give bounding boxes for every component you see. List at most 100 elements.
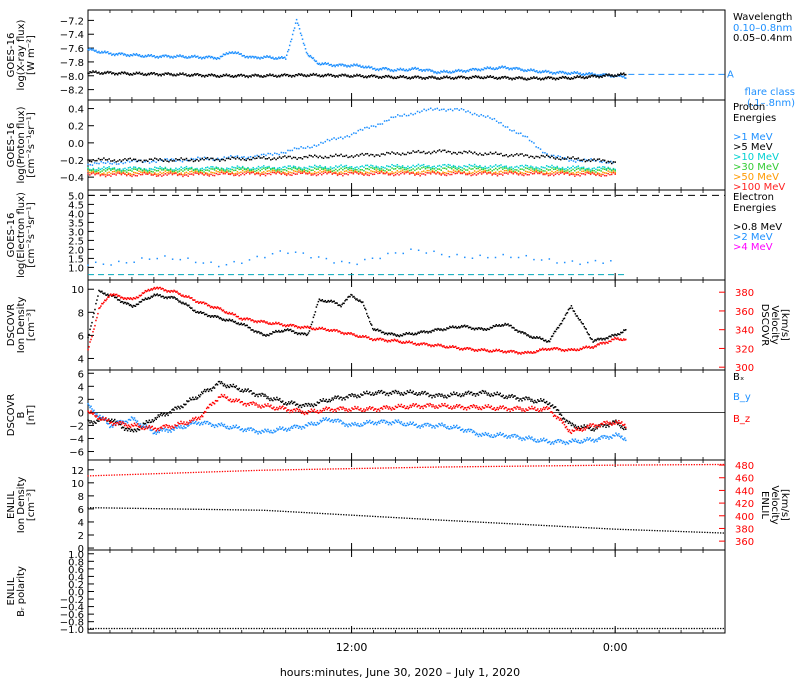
proton-series-3-point: [458, 167, 460, 170]
xray-series-0-point: [461, 71, 464, 73]
xray-series-0-point: [325, 63, 328, 65]
proton-series-3-point: [201, 169, 204, 172]
xray-series-1-point: [603, 74, 605, 77]
dscovr_density-series-0-point: [508, 325, 510, 327]
xray-series-0-point: [235, 52, 238, 55]
dscovr_density-series-0-point: [139, 301, 142, 303]
proton-series-3-point: [609, 168, 611, 171]
proton-series-1-point: [519, 153, 522, 155]
proton-series-5-point: [176, 174, 179, 177]
xray-series-1-point: [293, 75, 296, 78]
xray-series-1-point: [151, 73, 154, 75]
proton-series-0-point: [467, 110, 469, 112]
proton-series-4-point: [472, 171, 474, 174]
proton-series-4-point: [340, 171, 342, 173]
dscovr_b-series-0-point: [395, 390, 398, 393]
proton-series-0-point: [370, 125, 373, 127]
dscovr_density-y2label: Velocity: [769, 305, 780, 344]
dscovr_b-series-0-point: [523, 397, 525, 399]
dscovr_density-series-1-point: [307, 326, 310, 329]
xray-series-0-point: [569, 73, 572, 75]
proton-series-0-point: [429, 107, 432, 110]
proton-series-3-point: [347, 168, 349, 171]
proton-series-2-point: [125, 168, 128, 171]
dscovr_density-series-0-point: [583, 325, 586, 328]
proton-series-2-point: [586, 167, 588, 170]
proton-series-2-point: [189, 167, 191, 169]
proton-series-5-point: [326, 173, 328, 175]
proton-series-1-point: [103, 157, 105, 159]
dscovr_b-series-0-point: [533, 401, 535, 404]
dscovr_density-series-0-point: [214, 315, 217, 317]
xray-series-0-point: [328, 64, 330, 66]
xray-series-1-point: [123, 71, 126, 73]
dscovr_b-series-1-point: [100, 417, 102, 419]
dscovr_density-series-1-point: [562, 349, 565, 352]
xray-series-1-point: [356, 73, 358, 76]
dscovr_density-series-0-point: [557, 327, 560, 329]
dscovr_density-series-1-point: [372, 339, 375, 341]
xray-series-0-point: [264, 56, 266, 58]
dscovr_density-series-0-point: [297, 332, 300, 335]
proton-series-4-point: [292, 169, 295, 172]
electron-series-1-point: [133, 261, 135, 264]
xray-series-1-point: [268, 74, 270, 77]
proton-series-5-point: [224, 172, 226, 175]
xray-series-0-point: [333, 64, 335, 67]
dscovr_density-series-1-point: [203, 303, 206, 305]
proton-series-1-point: [549, 156, 551, 159]
proton-series-4-point: [176, 173, 179, 176]
proton-series-5-point: [371, 173, 374, 176]
dscovr_density-series-0-point: [600, 337, 602, 340]
dscovr_density-series-0-point: [358, 300, 360, 302]
xray-series-0-point: [573, 71, 576, 73]
proton-series-2-point: [426, 165, 428, 167]
xray-series-0-point: [406, 70, 409, 72]
dscovr_density-series-0-point: [176, 298, 178, 300]
dscovr_b-series-0-point: [272, 399, 274, 402]
proton-series-0-point: [568, 160, 570, 162]
dscovr_density-series-0-point: [286, 328, 289, 330]
proton-series-5-point: [89, 174, 91, 176]
xray-series-1-point: [533, 76, 535, 78]
xray-series-1-point: [292, 74, 295, 77]
proton-series-2-point: [523, 166, 525, 168]
dscovr_density-series-1-point: [271, 323, 273, 326]
proton-series-4-point: [315, 172, 318, 174]
xray-series-0-point: [489, 66, 492, 69]
proton-series-2-point: [231, 166, 233, 168]
xray-series-1-point: [269, 73, 271, 75]
proton-series-1-point: [110, 160, 112, 162]
dscovr_density-series-1-point: [112, 293, 114, 296]
xray-series-0-point: [561, 70, 564, 73]
proton-series-2-point: [328, 167, 330, 170]
proton-series-3-point: [530, 167, 532, 169]
dscovr_b-series-0-point: [173, 409, 175, 411]
xray-series-1-point: [542, 78, 545, 81]
proton-series-3-point: [510, 168, 513, 171]
proton-series-3-point: [331, 170, 334, 172]
xray-series-1-point: [202, 74, 205, 77]
xray-series-1-point: [573, 76, 576, 78]
xray-series-1-point: [146, 73, 149, 76]
proton-series-3-point: [192, 169, 195, 172]
dscovr_b-series-0-point: [192, 396, 194, 399]
proton-series-0-point: [276, 152, 278, 155]
xray-series-1-point: [500, 76, 502, 79]
xray-series-1-point: [624, 74, 626, 76]
dscovr_density-series-1-point: [131, 298, 134, 301]
xray-series-0-point: [597, 74, 599, 76]
xray-series-0-point: [381, 67, 384, 69]
dscovr_density-series-1-point: [619, 339, 621, 341]
proton-series-5-point: [567, 172, 569, 174]
dscovr_density-series-0-point: [144, 297, 147, 299]
dscovr_b-series-0-point: [198, 395, 201, 398]
proton-series-4-point: [433, 170, 435, 173]
proton-series-3-point: [140, 168, 142, 171]
proton-series-2-point: [224, 169, 226, 171]
dscovr_b-series-0-point: [441, 393, 443, 396]
dscovr_b-series-1-point: [112, 426, 114, 428]
proton-series-3-point: [589, 171, 592, 173]
dscovr_density-series-1-point: [473, 350, 476, 352]
dscovr_density-series-0-point: [314, 311, 317, 313]
